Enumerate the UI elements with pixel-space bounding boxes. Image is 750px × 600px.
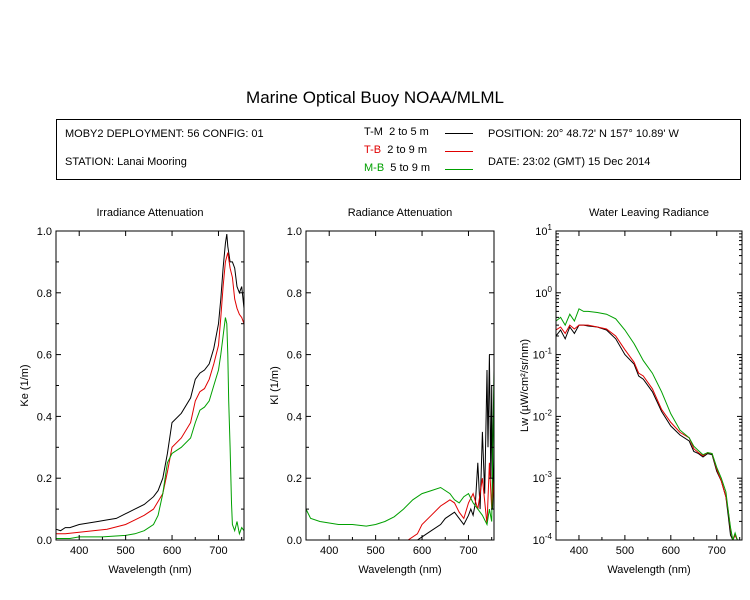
y-tick-label: 100 [535, 285, 552, 300]
y-tick-label: 0.0 [37, 535, 52, 547]
x-tick-label: 600 [413, 545, 431, 557]
series-t-m-line [556, 324, 738, 540]
chart-0: 400 500 600 700 0.0 0.2 0.4 0.6 0.8 1.0 Irradiance… [19, 207, 245, 576]
x-tick-label: 600 [662, 545, 680, 557]
chart-2: 400 500 600 700 10-4 10-3 10-2 10-1 100 101 Water … [519, 207, 743, 576]
y-tick-label: 1.0 [287, 226, 302, 238]
x-axis-label: Wavelength (nm) [358, 564, 441, 576]
chart-1: 400 500 600 700 0.0 0.2 0.4 0.6 0.8 1.0 Radiance A… [269, 207, 495, 576]
y-tick-label: 1.0 [37, 226, 52, 238]
x-axis-label: Wavelength (nm) [108, 564, 191, 576]
legend-name-mb: M-B [364, 162, 385, 174]
x-tick-label: 500 [116, 545, 134, 557]
x-tick-label: 700 [708, 545, 726, 557]
deployment-text: MOBY2 DEPLOYMENT: 56 CONFIG: 01 [65, 128, 264, 140]
x-tick-label: 600 [163, 545, 181, 557]
y-tick-label: 0.0 [287, 535, 302, 547]
y-tick-label: 10-1 [533, 347, 553, 362]
legend-swatch-tb [445, 151, 473, 152]
y-tick-label: 10-4 [533, 532, 553, 547]
legend-item-tm: T-M 2 to 5 m [364, 126, 429, 138]
series-t-b-line [556, 324, 738, 540]
y-tick-label: 0.4 [287, 411, 302, 423]
x-tick-label: 700 [209, 545, 227, 557]
chart-title: Radiance Attenuation [348, 207, 453, 219]
y-tick-label: 10-2 [533, 408, 553, 423]
legend-name-tb: T-B [364, 144, 382, 156]
position-text: POSITION: 20° 48.72' N 157° 10.89' W [488, 128, 679, 140]
station-text: STATION: Lanai Mooring [65, 156, 187, 168]
y-tick-label: 0.2 [37, 473, 52, 485]
date-text: DATE: 23:02 (GMT) 15 Dec 2014 [488, 156, 651, 168]
plot-frame [555, 230, 743, 541]
series-m-b-line [306, 369, 494, 527]
x-tick-label: 500 [366, 545, 384, 557]
y-tick-label: 0.6 [37, 350, 52, 362]
legend-item-tb: T-B 2 to 9 m [364, 144, 427, 156]
series-t-m-line [56, 234, 244, 532]
series-t-b-line [56, 252, 244, 535]
legend-item-mb: M-B 5 to 9 m [364, 162, 430, 174]
page-title: Marine Optical Buoy NOAA/MLML [246, 88, 504, 107]
y-tick-label: 101 [535, 223, 552, 238]
x-tick-label: 500 [616, 545, 634, 557]
legend-range-tm: 2 to 5 m [389, 126, 429, 138]
y-axis-label: Kl (1/m) [269, 366, 281, 405]
x-axis-label: Wavelength (nm) [607, 564, 690, 576]
x-tick-label: 400 [320, 545, 338, 557]
plot-frame [55, 230, 245, 541]
series-m-b-line [56, 317, 244, 539]
chart-title: Irradiance Attenuation [96, 207, 203, 219]
legend-range-tb: 2 to 9 m [387, 144, 427, 156]
y-axis-label: Lw (µW/cm²/sr/nm) [519, 339, 531, 432]
x-tick-label: 400 [70, 545, 88, 557]
plot-frame [305, 230, 495, 541]
y-tick-label: 0.6 [287, 350, 302, 362]
series-m-b-line [556, 308, 738, 540]
info-box: MOBY2 DEPLOYMENT: 56 CONFIG: 01 STATION:… [56, 119, 741, 180]
legend-name-tm: T-M [364, 126, 383, 138]
series-t-b-line [407, 462, 494, 540]
y-tick-label: 0.2 [287, 473, 302, 485]
y-axis-label: Ke (1/m) [19, 364, 31, 406]
y-tick-label: 0.4 [37, 411, 52, 423]
y-tick-label: 10-3 [533, 470, 553, 485]
x-tick-label: 400 [570, 545, 588, 557]
legend-swatch-tm [445, 133, 473, 134]
y-tick-label: 0.8 [287, 288, 302, 300]
x-tick-label: 700 [459, 545, 477, 557]
chart-title: Water Leaving Radiance [589, 207, 709, 219]
legend-swatch-mb [445, 169, 473, 170]
series-t-m-line [417, 354, 494, 540]
legend-range-mb: 5 to 9 m [390, 162, 431, 174]
y-tick-label: 0.8 [37, 288, 52, 300]
